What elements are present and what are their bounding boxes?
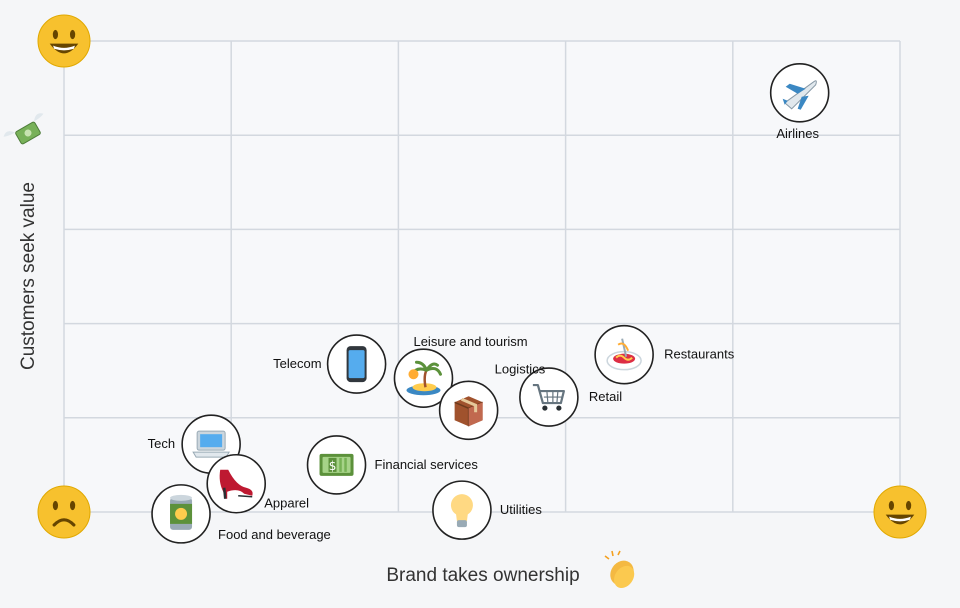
- high-heel-icon: [219, 469, 253, 499]
- point-label: Apparel: [264, 496, 309, 511]
- point-financial-services: $ Financial services: [306, 435, 479, 495]
- point-restaurants: Restaurants: [594, 324, 735, 385]
- point-label: Airlines: [776, 126, 819, 141]
- frowning-face-origin-icon: [37, 485, 91, 539]
- point-retail: Retail: [519, 367, 622, 427]
- y-axis-group: Customers seek value: [3, 113, 44, 370]
- point-tech: Tech: [148, 414, 241, 474]
- point-label: Logistics: [495, 361, 546, 376]
- money-with-wings-icon: [3, 113, 44, 145]
- point-label: Restaurants: [664, 347, 735, 362]
- point-logistics: Logistics: [438, 361, 546, 441]
- point-label: Retail: [589, 389, 622, 404]
- point-label: Tech: [148, 436, 175, 451]
- point-apparel: Apparel: [206, 453, 309, 514]
- point-label: Utilities: [500, 502, 542, 517]
- point-label: Food and beverage: [218, 527, 331, 542]
- x-axis-group: Brand takes ownership: [386, 550, 635, 589]
- point-label: Leisure and tourism: [413, 334, 527, 349]
- shopping-cart-icon: [532, 383, 565, 411]
- point-utilities: Utilities: [432, 480, 542, 540]
- point-label: Financial services: [375, 457, 479, 472]
- light-bulb-icon: [450, 494, 473, 528]
- grinning-face-right-icon: [873, 485, 927, 539]
- airplane-icon: [782, 80, 817, 110]
- data-points: Airlines Restaurants Retail Leisure and tou…: [148, 63, 830, 544]
- grinning-face-top-icon: [37, 14, 91, 68]
- point-leisure-and-tourism: Leisure and tourism: [393, 334, 528, 409]
- corner-faces: [37, 14, 927, 539]
- package-icon: [454, 396, 483, 427]
- laptop-icon: [192, 430, 231, 458]
- y-axis-label: Customers seek value: [18, 182, 39, 370]
- point-telecom: Telecom: [273, 334, 387, 394]
- x-axis-label: Brand takes ownership: [386, 565, 579, 586]
- mobile-phone-icon: [346, 346, 367, 383]
- point-food-and-beverage: Food and beverage: [151, 484, 331, 544]
- desert-island-icon: [406, 360, 442, 396]
- dollar-banknote-icon: $: [319, 453, 354, 476]
- clapping-hands-icon: [604, 550, 635, 589]
- point-airlines: Airlines: [769, 63, 830, 141]
- canned-food-icon: [170, 494, 193, 530]
- svg-text:$: $: [329, 459, 337, 473]
- spaghetti-icon: [606, 338, 642, 371]
- point-label: Telecom: [273, 356, 321, 371]
